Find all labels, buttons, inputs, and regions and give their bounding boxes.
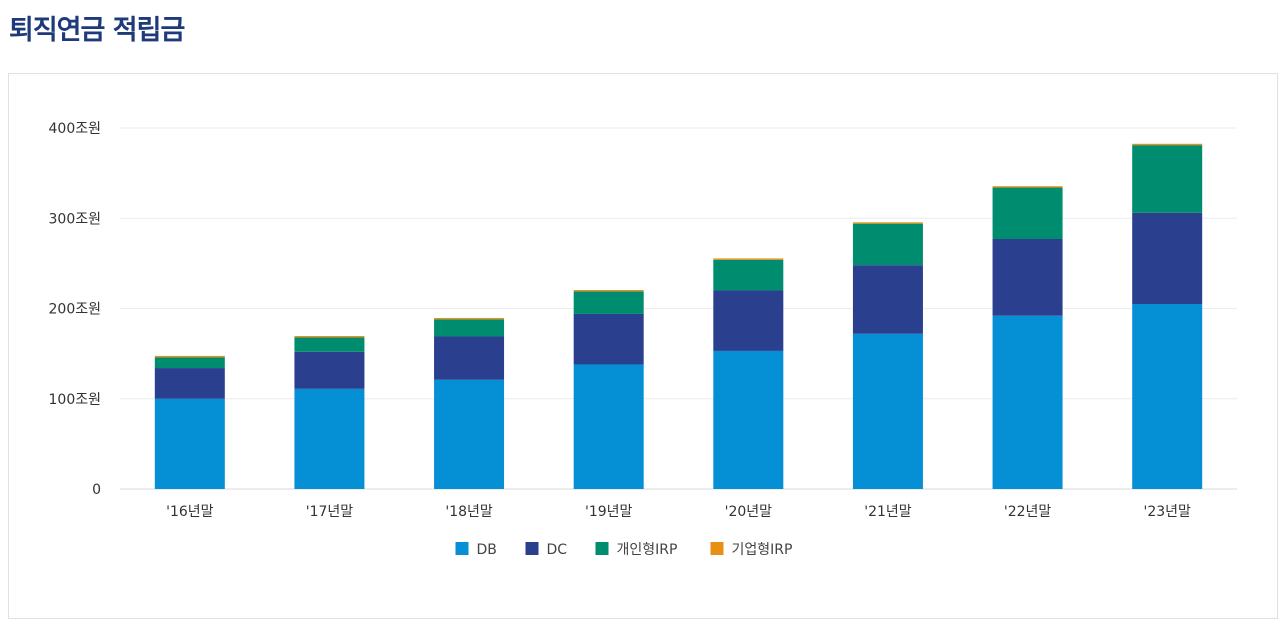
bar-segment-DB [294, 388, 365, 489]
bar-segment-개인형IRP [713, 259, 784, 291]
y-tick-label: 200조원 [49, 302, 101, 318]
bar-segment-DB [1132, 303, 1203, 489]
legend-swatch [710, 542, 724, 555]
bar-segment-DC [852, 265, 923, 334]
bar-segment-기업형IRP [294, 336, 365, 338]
legend-swatch [525, 542, 539, 555]
bar-segment-DC [294, 351, 365, 389]
bar-segment-개인형IRP [154, 357, 225, 369]
bar-segment-기업형IRP [852, 222, 923, 224]
bar-segment-기업형IRP [1132, 143, 1203, 146]
x-tick-label: '20년말 [725, 504, 773, 520]
x-tick-label: '17년말 [306, 504, 354, 520]
y-tick-label: 300조원 [49, 211, 101, 227]
y-tick-label: 0 [92, 482, 101, 498]
bar-segment-개인형IRP [434, 319, 505, 337]
bar-segment-DC [434, 336, 505, 380]
bar-segment-DB [154, 398, 225, 489]
bar-segment-DB [852, 333, 923, 489]
bar-segment-DC [154, 368, 225, 399]
bar-segment-개인형IRP [992, 187, 1063, 240]
bar-segment-DB [992, 315, 1063, 489]
bar-segment-DC [992, 239, 1063, 316]
bar-segment-DB [713, 350, 784, 489]
bar-segment-개인형IRP [852, 223, 923, 266]
x-tick-label: '23년말 [1143, 504, 1191, 520]
bar-segment-개인형IRP [1132, 145, 1203, 213]
bar-segment-DB [434, 379, 505, 489]
y-tick-label: 400조원 [49, 121, 101, 137]
bar-segment-기업형IRP [573, 289, 644, 292]
legend-swatch [595, 542, 609, 555]
legend-label: 기업형IRP [732, 542, 793, 558]
stacked-bar-chart: 0 100조원 200조원 300조원 400조원 '16년말 '17년말 '18년말 '19년… [49, 121, 1237, 558]
y-tick-label: 100조원 [49, 392, 101, 408]
x-tick-label: '16년말 [166, 504, 214, 520]
bar-segment-DC [713, 290, 784, 351]
bar-segment-기업형IRP [154, 355, 225, 358]
bar-segment-개인형IRP [573, 291, 644, 314]
x-tick-label: '22년말 [1004, 504, 1052, 520]
bar-segment-기업형IRP [434, 317, 505, 320]
page-title: 퇴직연금 적립금 [9, 15, 185, 46]
bar-segment-DB [573, 364, 644, 489]
legend-swatch [455, 542, 469, 555]
bar-segment-DC [573, 313, 644, 365]
legend-label: DC [547, 542, 568, 558]
legend-label: 개인형IRP [617, 542, 678, 558]
chart-panel: 0 100조원 200조원 300조원 400조원 '16년말 '17년말 '18년말 '19년… [8, 73, 1278, 619]
bar-segment-개인형IRP [294, 337, 365, 352]
x-tick-label: '21년말 [864, 504, 912, 520]
bar-segment-DC [1132, 212, 1203, 304]
x-tick-label: '18년말 [445, 504, 493, 520]
bar-segment-기업형IRP [992, 186, 1063, 188]
legend-label: DB [477, 542, 497, 558]
x-tick-label: '19년말 [585, 504, 633, 520]
bar-segment-기업형IRP [713, 258, 784, 260]
